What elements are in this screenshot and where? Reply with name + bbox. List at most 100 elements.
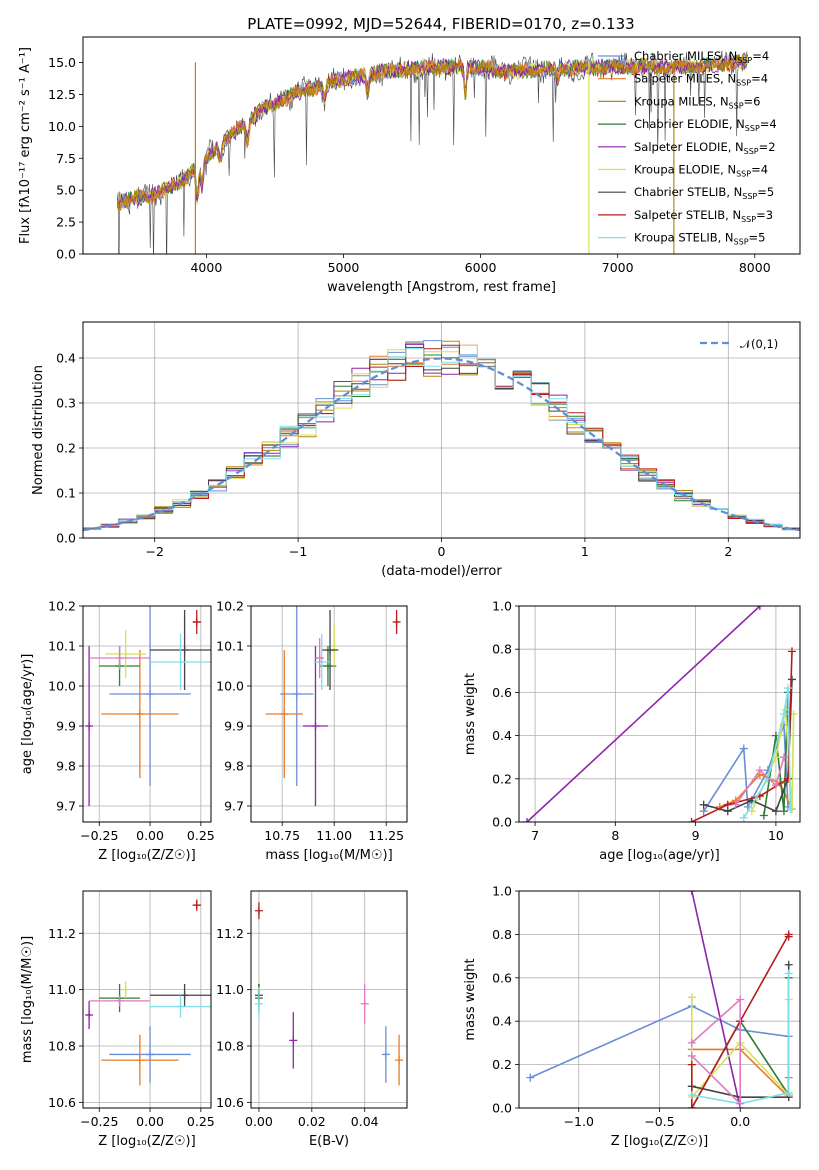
data-point [323, 662, 332, 670]
data-point [395, 1056, 404, 1065]
legend-value: =3 [756, 208, 773, 222]
x-tick-label: 5000 [328, 260, 360, 275]
x-tick-label: 10.75 [264, 828, 300, 843]
data-point [192, 618, 201, 626]
weight-point [526, 1073, 535, 1082]
y-tick-label: 0.2 [56, 441, 76, 456]
y-tick-label: 0.0 [56, 531, 76, 546]
x-tick-label: 11.00 [316, 828, 352, 843]
weight-point [779, 710, 788, 718]
legend-label: Salpeter MILES, NSSP=4 [634, 72, 768, 88]
y-tick-label: 10.0 [216, 679, 244, 694]
y-axis-label: age [log₁₀(age/yr)] [20, 654, 35, 775]
weight-point [771, 807, 780, 816]
x-tick-label: 9 [692, 828, 700, 843]
weight-point [771, 781, 780, 790]
y-tick-label: 11.2 [216, 926, 244, 941]
axes-frame [82, 890, 212, 1109]
plot-area [265, 606, 401, 806]
weight-point [739, 813, 748, 822]
data-point [121, 650, 130, 658]
axes-frame [82, 605, 212, 823]
axes-frame [82, 36, 801, 255]
data-point [135, 1056, 144, 1065]
weight-point [784, 932, 793, 941]
y-tick-label: 7.5 [56, 151, 76, 166]
weight-point [687, 1038, 696, 1047]
data-point [289, 1036, 298, 1045]
plot-area [83, 340, 800, 532]
y-tick-label: 10.1 [48, 639, 76, 654]
weight-point [787, 647, 796, 656]
y-tick-label: 1.0 [492, 884, 512, 899]
y-tick-label: 10.0 [48, 679, 76, 694]
y-axis-label: Flux [fλ10⁻¹⁷ erg cm⁻² s⁻¹ A⁻¹] [18, 47, 33, 244]
y-tick-label: 10.2 [216, 599, 244, 614]
y-tick-label: 10.6 [216, 1095, 244, 1110]
x-axis-label: (data-model)/error [381, 564, 502, 579]
x-tick-label: 0.25 [187, 1114, 215, 1129]
weight-point [755, 606, 764, 610]
x-axis-label: Z [log₁₀(Z/Z☉)] [611, 1134, 708, 1149]
weight-point [723, 800, 732, 809]
y-tick-label: 11.0 [48, 982, 76, 997]
y-tick-label: 0.1 [56, 486, 76, 501]
axes-frame [518, 605, 801, 823]
histogram-kroupa_stelib [83, 348, 800, 531]
y-tick-label: 0.6 [492, 970, 512, 985]
data-point [292, 690, 301, 698]
y-tick-label: 0.6 [492, 685, 512, 700]
plot-area [85, 899, 211, 1086]
y-tick-label: 0.4 [492, 728, 512, 743]
data-point [85, 722, 94, 730]
weight-point [755, 766, 764, 775]
y-tick-label: 0.3 [56, 396, 76, 411]
data-point [192, 901, 201, 910]
spectrum-line-chabrier_stelib [117, 50, 748, 254]
plot-area [254, 902, 404, 1086]
x-axis-label: wavelength [Angstrom, rest frame] [327, 280, 556, 295]
x-tick-label: −0.25 [80, 1114, 118, 1129]
axes-frame [518, 890, 801, 1109]
y-tick-label: 0.2 [492, 1057, 512, 1072]
weight-point [786, 805, 795, 814]
legend-subscript: SSP [741, 215, 756, 224]
data-point [180, 991, 189, 1000]
y-tick-label: 10.0 [48, 119, 76, 134]
y-tick-label: 9.8 [56, 759, 76, 774]
y-tick-label: 9.7 [56, 799, 76, 814]
weight-line [691, 973, 790, 1105]
y-axis-label: mass [log₁₀(M/M☉)] [20, 936, 35, 1063]
y-tick-label: 9.9 [56, 719, 76, 734]
weight-line [691, 891, 741, 1108]
weight-vs-age-panel: 7 8 9 10 0.0 0.2 0.4 0.6 0.8 1.0 age [log₁₀(age/yr… [463, 599, 801, 863]
legend-value: =4 [751, 163, 768, 177]
y-tick-label: 10.6 [48, 1095, 76, 1110]
weight-point [779, 807, 788, 816]
y-axis-label: mass weight [463, 673, 478, 755]
data-point [146, 690, 155, 698]
residual-histogram-panel: −2 −1 0 1 2 0.0 0.1 0.2 0.3 0.4 (data-model)/error… [31, 321, 801, 579]
x-tick-label: 7000 [602, 260, 634, 275]
weight-point [687, 891, 696, 895]
weight-point [779, 753, 788, 762]
weight-point [784, 969, 793, 978]
axes-frame [250, 890, 408, 1109]
x-tick-label: −1.0 [564, 1114, 594, 1129]
plot-area [85, 606, 211, 806]
axes-frame [250, 605, 408, 823]
legend-subscript: SSP [742, 192, 757, 201]
x-tick-label: 0.25 [187, 828, 215, 843]
weight-point [687, 993, 696, 1002]
data-point [135, 710, 144, 718]
x-tick-label: 0.00 [245, 1114, 273, 1129]
weight-point [736, 1099, 745, 1108]
x-tick-label: 10 [768, 828, 784, 843]
weight-line [735, 756, 785, 806]
y-tick-label: 10.8 [48, 1039, 76, 1054]
data-point [121, 985, 130, 994]
x-tick-label: 8 [611, 828, 619, 843]
legend-subscript: SSP [744, 147, 759, 156]
data-point [115, 996, 124, 1005]
